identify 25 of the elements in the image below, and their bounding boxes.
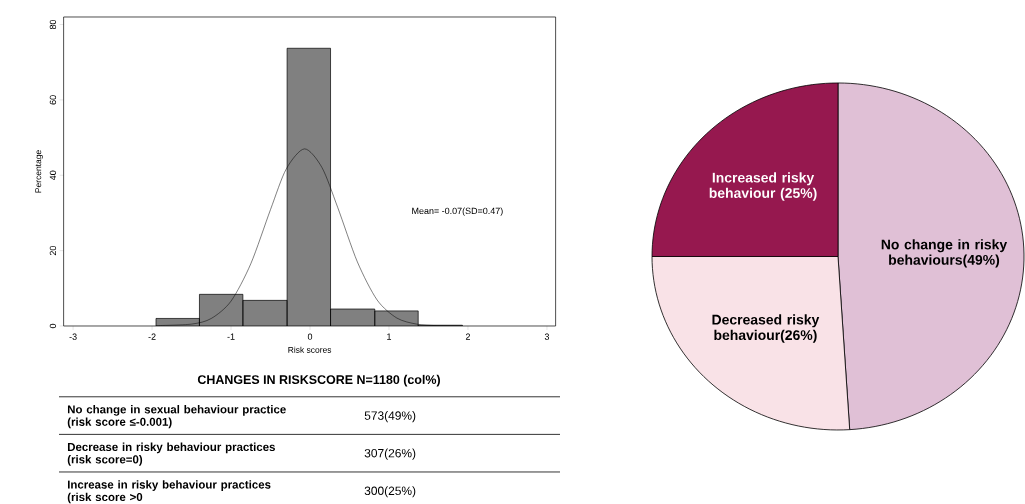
- category-label: Increase in risky behaviour practices (risk score >0: [67, 480, 271, 504]
- slice-label: Increased risky behaviour (25%): [709, 172, 817, 201]
- annotation: Mean= -0.07(SD=0.47): [412, 207, 503, 216]
- slice-label: Decreased risky behaviour(26%): [712, 314, 820, 343]
- x-tick-label: 0: [307, 333, 313, 340]
- text: CHANGES IN RISKSCORE N=1180 (col%): [197, 374, 440, 387]
- y-axis-title: Percentage: [35, 150, 43, 193]
- y-tick-label: 40: [49, 170, 57, 181]
- text: 300(25%): [364, 486, 416, 498]
- category-label: No change in sexual behaviour practice (risk score ≤-0.001): [67, 405, 286, 429]
- category-label: Decrease in risky behaviour practices (risk score=0): [67, 442, 275, 466]
- x-axis-title: Risk scores: [288, 346, 332, 353]
- slice-label: No change in risky behaviours(49%): [881, 239, 1008, 268]
- x-tick-label: -2: [148, 333, 156, 340]
- y-tick-label: 60: [49, 95, 57, 105]
- y-tick-label: 80: [49, 19, 57, 30]
- text: 307(26%): [364, 448, 416, 460]
- x-tick-label: 1: [387, 333, 392, 340]
- x-tick-label: 2: [465, 333, 470, 340]
- y-tick-label: 0: [49, 323, 57, 329]
- x-tick-label: 3: [544, 333, 550, 340]
- x-tick-label: -1: [227, 333, 235, 340]
- y-tick-label: 20: [49, 245, 57, 256]
- text: 573(49%): [364, 411, 416, 423]
- x-tick-label: -3: [69, 333, 77, 340]
